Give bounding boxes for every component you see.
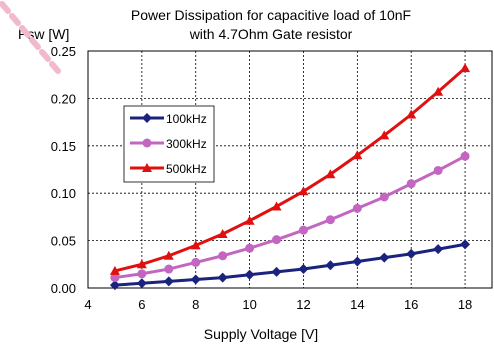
series-100kHz — [109, 239, 471, 291]
data-point-100kHz — [271, 266, 282, 277]
x-tick-label: 6 — [138, 297, 145, 312]
y-tick-label: 0.15 — [51, 139, 76, 154]
y-tick-label: 0.20 — [51, 91, 76, 106]
series-500kHz — [109, 63, 471, 275]
x-tick-label: 10 — [242, 297, 256, 312]
data-point-300kHz — [325, 215, 335, 225]
data-point-500kHz — [244, 215, 255, 225]
decorative-streak — [0, 1, 61, 74]
data-point-100kHz — [244, 269, 255, 280]
data-point-100kHz — [109, 280, 120, 291]
data-point-300kHz — [191, 257, 201, 267]
streak-dash — [49, 61, 61, 74]
data-point-300kHz — [272, 235, 282, 245]
streak-dash — [0, 1, 11, 14]
data-point-100kHz — [190, 274, 201, 285]
legend-marker-500kHz — [142, 163, 152, 172]
data-point-300kHz — [352, 203, 362, 213]
data-point-300kHz — [137, 269, 147, 279]
series-300kHz — [110, 151, 470, 283]
chart-title-line-2: with 4.7Ohm Gate resistor — [189, 26, 353, 42]
streak-dash — [29, 37, 41, 50]
plot-frame — [87, 50, 493, 289]
legend-marker-100kHz — [142, 113, 152, 123]
y-tick-label: 0.05 — [51, 234, 76, 249]
data-point-300kHz — [164, 264, 174, 274]
chart-title-line-1: Power Dissipation for capacitive load of… — [131, 7, 411, 23]
data-point-300kHz — [460, 151, 470, 161]
data-point-100kHz — [298, 264, 309, 275]
x-tick-label: 4 — [84, 297, 91, 312]
x-tick-labels: 4 6 8 10 12 14 16 18 — [84, 297, 472, 312]
data-point-500kHz — [352, 150, 363, 160]
legend-marker-300kHz — [142, 138, 152, 148]
data-point-100kHz — [460, 239, 471, 250]
data-point-500kHz — [298, 186, 309, 196]
data-point-100kHz — [352, 256, 363, 267]
data-point-300kHz — [379, 192, 389, 202]
streak-dash — [9, 13, 21, 26]
legend-label-300kHz: 300kHz — [166, 137, 207, 151]
data-point-500kHz — [271, 201, 282, 211]
x-tick-label: 18 — [458, 297, 472, 312]
data-point-300kHz — [298, 225, 308, 235]
data-point-100kHz — [163, 276, 174, 287]
data-point-100kHz — [406, 248, 417, 259]
x-tick-label: 8 — [192, 297, 199, 312]
data-point-100kHz — [325, 260, 336, 271]
y-tick-labels: 0.00 0.05 0.10 0.15 0.20 0.25 — [51, 44, 76, 296]
data-point-500kHz — [217, 228, 228, 238]
data-point-100kHz — [217, 272, 228, 283]
data-point-500kHz — [325, 169, 336, 179]
data-point-500kHz — [460, 63, 471, 73]
data-point-100kHz — [136, 278, 147, 289]
x-tick-label: 14 — [350, 297, 364, 312]
legend-label-100kHz: 100kHz — [166, 112, 207, 126]
x-tick-label: 16 — [404, 297, 418, 312]
series-line-300kHz — [114, 154, 466, 280]
data-point-500kHz — [109, 265, 120, 275]
data-point-500kHz — [379, 130, 390, 140]
streak-dash — [39, 49, 51, 62]
data-point-500kHz — [163, 250, 174, 260]
data-point-300kHz — [406, 179, 416, 189]
legend: 100kHz 300kHz 500kHz — [123, 105, 215, 183]
streak-dash — [19, 25, 31, 38]
x-tick-label: 12 — [296, 297, 310, 312]
data-point-300kHz — [218, 251, 228, 261]
data-point-300kHz — [433, 165, 443, 175]
x-axis-label: Supply Voltage [V] — [204, 326, 318, 342]
data-point-100kHz — [379, 252, 390, 263]
y-tick-label: 0.00 — [51, 281, 76, 296]
legend-label-500kHz: 500kHz — [166, 162, 207, 176]
data-point-100kHz — [433, 244, 444, 255]
y-tick-label: 0.10 — [51, 186, 76, 201]
data-point-500kHz — [406, 109, 417, 119]
data-point-500kHz — [190, 240, 201, 250]
data-point-500kHz — [136, 259, 147, 269]
data-point-300kHz — [110, 273, 120, 283]
data-point-500kHz — [433, 86, 444, 96]
axes — [87, 50, 493, 289]
data-point-300kHz — [245, 243, 255, 253]
y-tick-label: 0.25 — [51, 44, 76, 59]
series-group — [109, 63, 471, 291]
